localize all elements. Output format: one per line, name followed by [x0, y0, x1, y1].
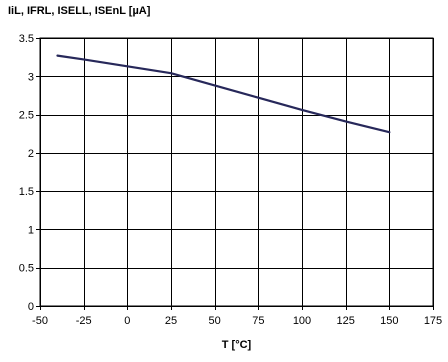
x-tick-label-5: 75 — [252, 315, 264, 327]
x-tick-labels: -50 -25 0 25 50 75 100 125 150 175 — [32, 315, 442, 327]
y-tick-label-1: 0.5 — [19, 263, 34, 275]
series-line-0 — [56, 54, 391, 134]
y-tick-label-0: 0 — [28, 301, 34, 313]
y-tick-labels: 0 0.5 1 1.5 2 2.5 3 3.5 — [19, 33, 34, 313]
grid — [36, 38, 434, 310]
x-tick-label-0: -50 — [32, 315, 48, 327]
x-tick-label-2: 0 — [124, 315, 130, 327]
x-tick-label-3: 25 — [165, 315, 177, 327]
x-tick-label-8: 150 — [380, 315, 398, 327]
y-tick-label-5: 2.5 — [19, 110, 34, 122]
y-tick-label-4: 2 — [28, 148, 34, 160]
x-tick-label-4: 50 — [209, 315, 221, 327]
y-tick-label-6: 3 — [28, 71, 34, 83]
x-axis-title: T [°C] — [222, 339, 252, 351]
x-tick-label-9: 175 — [424, 315, 442, 327]
y-axis-title: IiL, IFRL, ISELL, ISEnL [µA] — [8, 5, 151, 17]
x-tick-label-6: 100 — [293, 315, 311, 327]
x-tick-label-1: -25 — [76, 315, 92, 327]
y-tick-label-2: 1 — [28, 224, 34, 236]
y-tick-label-3: 1.5 — [19, 186, 34, 198]
x-tick-label-7: 125 — [336, 315, 354, 327]
series-layer — [56, 54, 391, 134]
plot-area — [39, 37, 434, 307]
y-tick-label-7: 3.5 — [19, 33, 34, 45]
